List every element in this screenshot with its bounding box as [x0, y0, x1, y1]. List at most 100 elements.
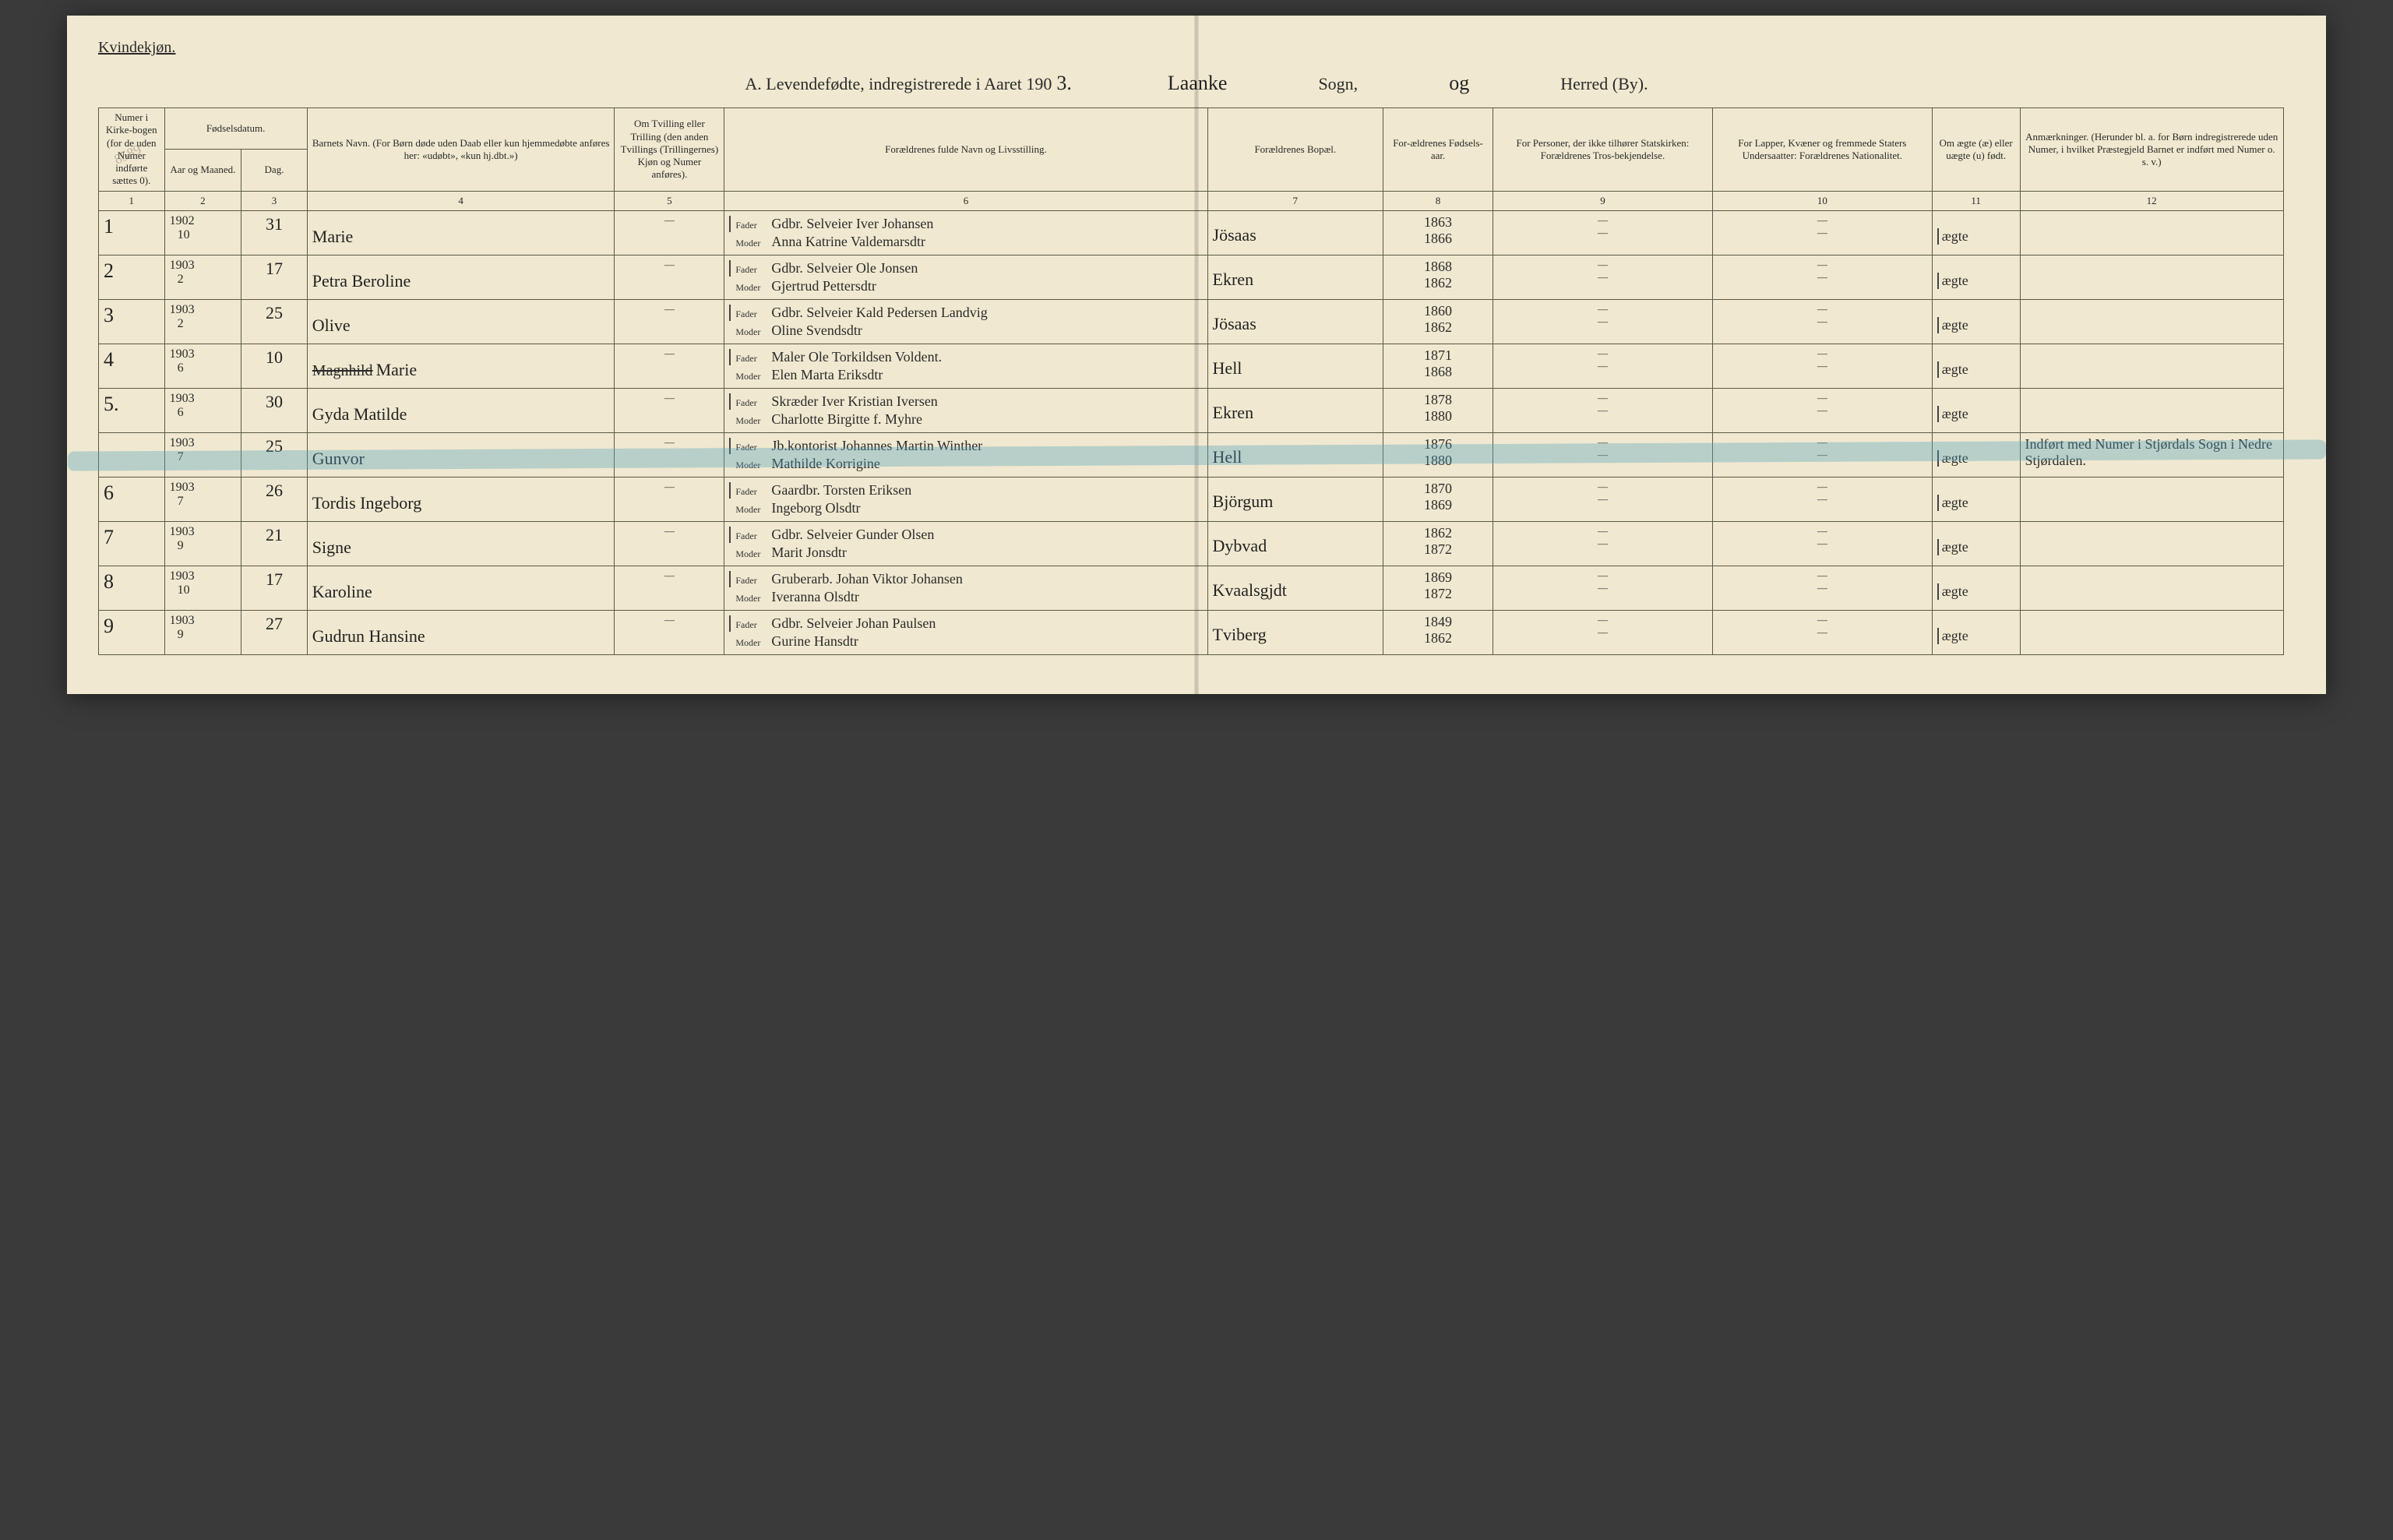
birth-year-month: 19032: [164, 299, 241, 344]
parents-cell: Fader Gruberarb. Johan Viktor Johansen M…: [724, 566, 1207, 610]
col-4-header: Barnets Navn. (For Børn døde uden Daab e…: [307, 108, 615, 192]
col-2b-header: Dag.: [241, 150, 308, 191]
colnum: 4: [307, 191, 615, 210]
father-role: Fader: [735, 442, 767, 453]
nationality-cell: ——: [1712, 610, 1932, 654]
mother-name: Oline Svendsdtr: [771, 322, 862, 339]
register-page: 8589 Kvindekjøn. A. Levendefødte, indreg…: [67, 16, 2326, 694]
parents-cell: Fader Gdbr. Selveier Ole Jonsen Moder Gj…: [724, 255, 1207, 299]
faith-cell: ——: [1493, 566, 1713, 610]
legitimacy-text: ægte: [1942, 495, 1968, 510]
legitimacy-text: ægte: [1942, 450, 1968, 466]
residence-cell: Jösaas: [1207, 210, 1383, 255]
birth-day: 31: [241, 210, 308, 255]
notes-cell: [2020, 566, 2283, 610]
mother-name: Marit Jonsdtr: [771, 544, 847, 561]
birth-year: 1903: [170, 525, 237, 539]
col-2-group-header: Fødselsdatum.: [164, 108, 307, 150]
mother-line: Moder Gurine Hansdtr: [729, 633, 1202, 650]
residence-cell: Ekren: [1207, 388, 1383, 432]
mother-name: Anna Katrine Valdemarsdtr: [771, 234, 925, 250]
register-table: Numer i Kirke-bogen (for de uden Numer i…: [98, 107, 2295, 655]
notes-cell: [2020, 210, 2283, 255]
notes-cell: [2020, 299, 2283, 344]
father-role: Fader: [735, 619, 767, 631]
mother-name: Gurine Hansdtr: [771, 633, 858, 650]
faith-cell: ——: [1493, 210, 1713, 255]
birth-month: 2: [178, 317, 237, 331]
legitimacy-text: ægte: [1942, 628, 1968, 643]
colnum: 11: [1932, 191, 2020, 210]
parent-birth-years: 1870 1869: [1383, 477, 1493, 521]
mother-birth-year: 1869: [1388, 497, 1488, 513]
district-script: og: [1449, 72, 1469, 94]
mother-birth-year: 1880: [1388, 453, 1488, 469]
col-7-header: Forældrenes Bopæl.: [1207, 108, 1383, 192]
residence-cell: Hell: [1207, 344, 1383, 388]
father-birth-year: 1849: [1388, 614, 1488, 630]
notes-cell: [2020, 521, 2283, 566]
entry-number: 3: [99, 299, 165, 344]
birth-day: 10: [241, 344, 308, 388]
parents-cell: Fader Gdbr. Selveier Johan Paulsen Moder…: [724, 610, 1207, 654]
gender-heading: Kvindekjøn.: [98, 39, 2295, 57]
table-row: 91903927Gudrun Hansine— Fader Gdbr. Selv…: [99, 610, 2295, 654]
father-line: Fader Jb.kontorist Johannes Martin Winth…: [729, 438, 1202, 454]
child-name-text: Signe: [312, 537, 351, 557]
father-birth-year: 1863: [1388, 214, 1488, 231]
entry-number: 4: [99, 344, 165, 388]
entry-number-text: 3: [104, 304, 114, 326]
mother-line: Moder Iveranna Olsdtr: [729, 589, 1202, 605]
parent-birth-years: 1876 1880: [1383, 432, 1493, 477]
nationality-cell: ——: [1712, 344, 1932, 388]
father-line: Fader Gdbr. Selveier Ole Jonsen: [729, 260, 1202, 277]
mother-role: Moder: [735, 238, 767, 249]
nationality-cell: ——: [1712, 566, 1932, 610]
entry-number-text: 8: [104, 570, 114, 593]
legitimacy-cell: ægte: [1932, 255, 2020, 299]
child-name: MagnhildMarie: [307, 344, 615, 388]
parents-cell: Fader Maler Ole Torkildsen Voldent. Mode…: [724, 344, 1207, 388]
birth-day: 17: [241, 566, 308, 610]
child-name: Signe: [307, 521, 615, 566]
child-name: Gudrun Hansine: [307, 610, 615, 654]
legitimacy-text: ægte: [1942, 361, 1968, 377]
father-name: Gruberarb. Johan Viktor Johansen: [771, 571, 963, 587]
residence-cell: Hell: [1207, 432, 1383, 477]
father-name: Maler Ole Torkildsen Voldent.: [771, 349, 942, 365]
father-birth-year: 1878: [1388, 392, 1488, 408]
parent-birth-years: 1849 1862: [1383, 610, 1493, 654]
faith-cell: ——: [1493, 477, 1713, 521]
mother-line: Moder Gjertrud Pettersdtr: [729, 278, 1202, 294]
father-name: Gaardbr. Torsten Eriksen: [771, 482, 911, 499]
birth-day: 27: [241, 610, 308, 654]
faith-cell: ——: [1493, 521, 1713, 566]
twin-cell: —: [615, 566, 724, 610]
legitimacy-cell: ægte: [1932, 299, 2020, 344]
faith-cell: ——: [1493, 388, 1713, 432]
birth-year: 1903: [170, 436, 237, 450]
mother-line: Moder Ingeborg Olsdtr: [729, 500, 1202, 516]
entry-number-text: 6: [104, 481, 114, 504]
colnum: 10: [1712, 191, 1932, 210]
colnum: 1: [99, 191, 165, 210]
parents-cell: Fader Jb.kontorist Johannes Martin Winth…: [724, 432, 1207, 477]
table-row: 61903726Tordis Ingeborg— Fader Gaardbr. …: [99, 477, 2295, 521]
birth-month: 9: [178, 628, 237, 642]
father-birth-year: 1862: [1388, 525, 1488, 541]
twin-cell: —: [615, 610, 724, 654]
table-row: 31903225Olive— Fader Gdbr. Selveier Kald…: [99, 299, 2295, 344]
table-body: 119021031Marie— Fader Gdbr. Selveier Ive…: [99, 210, 2295, 654]
parish-label: Sogn,: [1318, 74, 1358, 93]
column-number-row: 1 2 3 4 5 6 7 8 9 10 11 12: [99, 191, 2295, 210]
nationality-cell: ——: [1712, 521, 1932, 566]
child-name: Petra Beroline: [307, 255, 615, 299]
col-12-header: Anmærkninger. (Herunder bl. a. for Børn …: [2020, 108, 2283, 192]
father-line: Fader Gdbr. Selveier Iver Johansen: [729, 216, 1202, 232]
child-name-text: Gunvor: [312, 449, 365, 468]
father-role: Fader: [735, 530, 767, 542]
nationality-cell: ——: [1712, 255, 1932, 299]
birth-month: 7: [178, 495, 237, 509]
residence-text: Jösaas: [1213, 225, 1256, 245]
colnum: 5: [615, 191, 724, 210]
